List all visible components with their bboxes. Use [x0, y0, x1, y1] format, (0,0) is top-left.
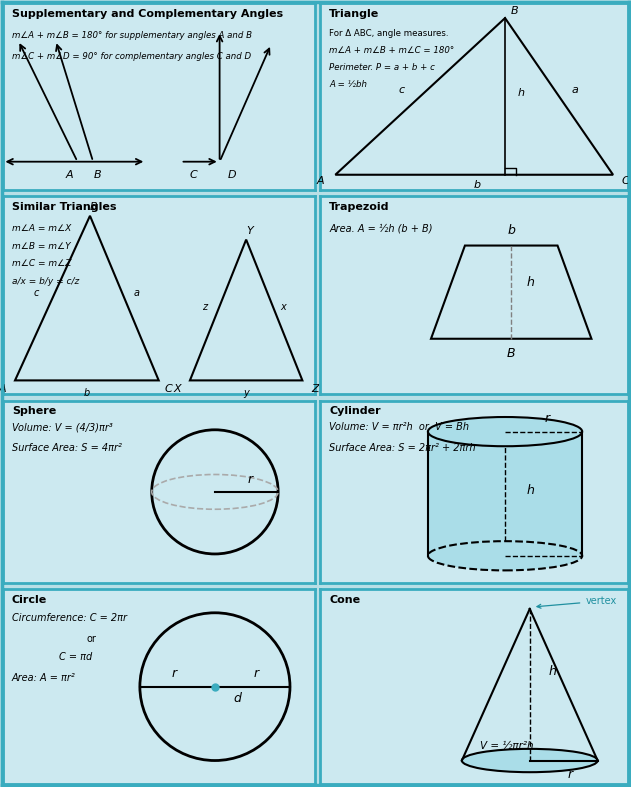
Text: r: r	[171, 667, 176, 680]
Text: Circle: Circle	[12, 595, 47, 605]
Text: Perimeter. P = a + b + c: Perimeter. P = a + b + c	[329, 63, 435, 72]
Text: X: X	[174, 384, 181, 394]
Text: m∠B = m∠Y: m∠B = m∠Y	[12, 242, 71, 250]
Text: m∠A + m∠B = 180° for supplementary angles A and B: m∠A + m∠B = 180° for supplementary angle…	[12, 31, 252, 40]
Text: B: B	[507, 346, 516, 360]
Text: A: A	[66, 171, 73, 180]
Text: Similar Triangles: Similar Triangles	[12, 202, 116, 212]
Text: D: D	[228, 171, 237, 180]
Text: vertex: vertex	[537, 596, 616, 608]
Text: r: r	[544, 412, 549, 426]
Text: or: or	[87, 634, 97, 645]
Text: Cylinder: Cylinder	[329, 406, 380, 416]
Text: B: B	[510, 6, 518, 17]
Text: h: h	[517, 88, 524, 98]
Text: z: z	[203, 302, 208, 312]
Text: Surface Area: S = 2πr² + 2πrh: Surface Area: S = 2πr² + 2πrh	[329, 442, 476, 453]
Text: m∠C + m∠D = 90° for complementary angles C and D: m∠C + m∠D = 90° for complementary angles…	[12, 52, 251, 61]
Text: Area. A = ½h (b + B): Area. A = ½h (b + B)	[329, 224, 433, 234]
Text: c: c	[399, 85, 404, 94]
Ellipse shape	[428, 541, 582, 571]
Text: Area: A = πr²: Area: A = πr²	[12, 673, 76, 683]
Text: b: b	[507, 224, 515, 237]
Text: d: d	[233, 693, 242, 705]
Text: h: h	[527, 484, 534, 497]
Text: b: b	[474, 179, 481, 190]
Text: c: c	[34, 288, 39, 298]
Text: Circumference: C = 2πr: Circumference: C = 2πr	[12, 613, 127, 623]
Text: r: r	[568, 768, 573, 781]
Text: C = πd: C = πd	[59, 652, 92, 662]
Text: Trapezoid: Trapezoid	[329, 202, 390, 212]
Text: Y: Y	[246, 226, 252, 235]
Polygon shape	[428, 431, 582, 556]
Text: x: x	[281, 302, 286, 312]
Text: C: C	[164, 384, 172, 394]
Text: Volume: V = πr²h  or  V = Bh: Volume: V = πr²h or V = Bh	[329, 423, 469, 433]
Text: a: a	[134, 288, 139, 298]
Text: For Δ ABC, angle measures.: For Δ ABC, angle measures.	[329, 29, 449, 39]
Text: h: h	[527, 276, 534, 289]
Text: Cone: Cone	[329, 595, 360, 605]
Text: Triangle: Triangle	[329, 9, 379, 19]
Ellipse shape	[428, 417, 582, 446]
Text: b: b	[84, 388, 90, 398]
Text: Sphere: Sphere	[12, 406, 56, 416]
Text: C: C	[189, 171, 197, 180]
Text: A = ½bh: A = ½bh	[329, 79, 367, 89]
Text: C: C	[622, 176, 629, 186]
Text: Supplementary and Complementary Angles: Supplementary and Complementary Angles	[12, 9, 283, 19]
Text: r: r	[247, 473, 252, 486]
Text: V = ½πr²h: V = ½πr²h	[480, 741, 534, 751]
Text: m∠A = m∠X: m∠A = m∠X	[12, 224, 71, 233]
Ellipse shape	[462, 749, 598, 772]
Text: Z: Z	[311, 384, 319, 394]
Text: B: B	[94, 171, 102, 180]
Text: y: y	[244, 388, 249, 398]
Text: m∠C = m∠Z: m∠C = m∠Z	[12, 260, 71, 268]
Text: A: A	[316, 176, 324, 186]
Text: A: A	[0, 384, 6, 394]
Text: m∠A + m∠B + m∠C = 180°: m∠A + m∠B + m∠C = 180°	[329, 46, 454, 55]
Text: a: a	[572, 85, 578, 94]
Text: a/x = b/y = c/z: a/x = b/y = c/z	[12, 277, 79, 286]
Text: Volume: V = (4/3)πr³: Volume: V = (4/3)πr³	[12, 423, 113, 433]
Text: r: r	[254, 667, 259, 680]
Text: h: h	[548, 665, 556, 678]
Text: Surface Area: S = 4πr²: Surface Area: S = 4πr²	[12, 442, 122, 453]
Text: B: B	[90, 201, 97, 212]
